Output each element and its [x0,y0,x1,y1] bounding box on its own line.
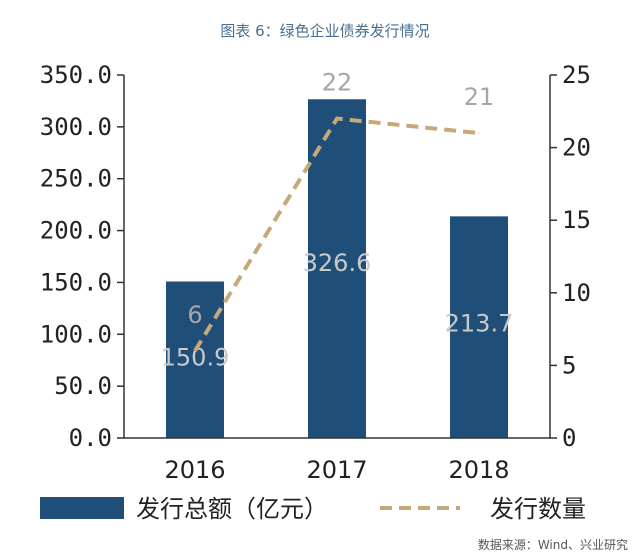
left-tick-label: 350.0 [40,61,112,89]
left-tick-label: 0.0 [69,424,112,452]
left-tick-label: 300.0 [40,113,112,141]
x-tick-label: 2018 [448,456,509,484]
right-tick-label: 25 [562,61,591,89]
legend: 发行总额（亿元） 发行数量 [40,495,586,523]
right-y-axis: 0 5 10 15 20 25 [549,61,591,452]
left-tick-label: 150.0 [40,268,112,296]
legend-bar-label: 发行总额（亿元） [136,495,328,523]
left-tick-label: 100.0 [40,320,112,348]
x-axis: 2016 2017 2018 [124,437,550,484]
line-value-label: 6 [187,301,202,329]
line-point [478,132,480,134]
bar-value-label: 326.6 [303,249,372,277]
line-point [336,118,338,120]
right-tick-label: 5 [562,351,576,379]
source-note: 数据来源：Wind、兴业研究 [478,537,628,552]
left-tick-label: 50.0 [54,372,112,400]
bar-2016 [166,281,224,438]
line-series: 6 22 21 [187,69,494,352]
right-tick-label: 15 [562,206,591,234]
legend-line-label: 发行数量 [490,495,586,523]
bar-2018 [450,216,508,438]
line-value-label: 21 [464,83,495,111]
right-tick-label: 0 [562,424,576,452]
right-tick-label: 20 [562,134,591,162]
left-tick-label: 250.0 [40,165,112,193]
left-y-axis: 0.0 50.0 100.0 150.0 200.0 250.0 300.0 350.0 [40,61,125,452]
x-tick-label: 2017 [306,456,367,484]
left-tick-label: 200.0 [40,217,112,245]
right-tick-label: 10 [562,279,591,307]
x-tick-label: 2016 [164,456,225,484]
bar-value-label: 213.7 [445,310,514,338]
chart-title: 图表 6：绿色企业债券发行情况 [220,22,429,40]
bar-2017 [308,99,366,439]
line-point [194,350,196,352]
legend-bar-swatch [40,497,124,519]
line-value-label: 22 [322,69,353,97]
